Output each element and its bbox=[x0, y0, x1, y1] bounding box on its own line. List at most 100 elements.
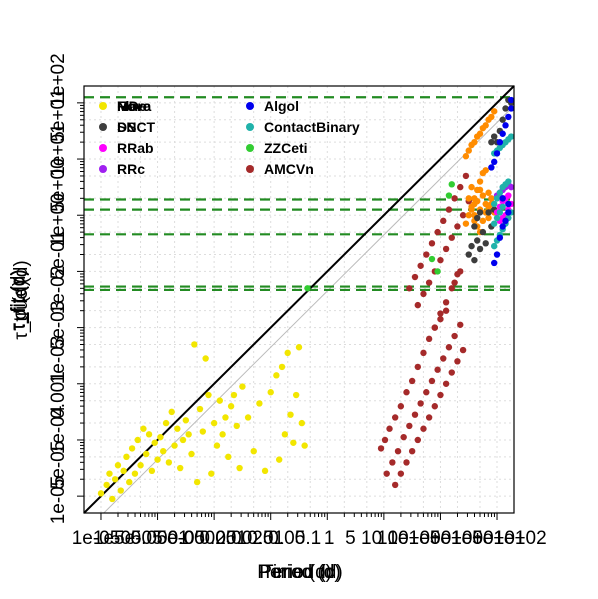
data-point bbox=[434, 268, 441, 275]
data-point bbox=[448, 369, 455, 376]
data-point bbox=[414, 436, 422, 444]
data-point bbox=[431, 324, 438, 331]
data-point bbox=[499, 116, 506, 123]
data-point bbox=[196, 405, 204, 413]
data-point bbox=[479, 217, 487, 225]
x-tick-label: 5e-05 bbox=[114, 528, 163, 549]
data-point bbox=[465, 212, 472, 219]
data-point bbox=[377, 445, 385, 452]
data-point bbox=[131, 470, 139, 477]
data-point bbox=[420, 290, 427, 298]
x-tick-label: 1 bbox=[324, 528, 335, 549]
data-point bbox=[408, 377, 416, 385]
data-point bbox=[434, 366, 441, 373]
data-point bbox=[208, 470, 215, 477]
data-point bbox=[493, 251, 501, 258]
data-point bbox=[507, 183, 515, 191]
legend-label: Flare bbox=[117, 98, 151, 114]
legend-label: ZZCeti bbox=[264, 140, 308, 156]
data-point bbox=[275, 456, 283, 463]
data-point bbox=[457, 268, 464, 275]
data-point bbox=[493, 150, 501, 157]
data-point bbox=[488, 138, 495, 146]
x-tick-label: 1e-05 bbox=[72, 528, 121, 549]
x-tick-label: 0.001 bbox=[199, 528, 247, 549]
data-point bbox=[160, 447, 167, 455]
data-point bbox=[236, 464, 243, 472]
data-point bbox=[465, 251, 472, 258]
data-point bbox=[445, 206, 453, 213]
x-tick-label: 1e+01 bbox=[451, 528, 504, 549]
data-point bbox=[219, 431, 226, 438]
legend-marker bbox=[99, 123, 107, 131]
data-point bbox=[267, 389, 274, 396]
data-point bbox=[459, 346, 467, 354]
data-point bbox=[499, 195, 506, 202]
legend-marker bbox=[246, 144, 254, 152]
legend-marker bbox=[99, 144, 107, 152]
data-point bbox=[411, 273, 419, 281]
data-point bbox=[482, 240, 489, 247]
data-point bbox=[493, 195, 501, 202]
y-tick-label: 5e-05 bbox=[48, 441, 69, 490]
y-tick-label: 1e+02 bbox=[48, 53, 69, 106]
legend-label: RRab bbox=[117, 140, 154, 156]
data-point bbox=[437, 315, 444, 323]
legend-label: MDe bbox=[117, 98, 147, 114]
data-point bbox=[420, 425, 427, 432]
x-tick-label: 5 bbox=[345, 528, 356, 549]
data-point bbox=[281, 431, 289, 438]
data-point bbox=[502, 105, 509, 112]
data-point bbox=[176, 464, 184, 472]
x-axis-ticks: 1e-051e-055e-050.00015e-050.000250.0010.… bbox=[72, 513, 547, 549]
data-point bbox=[482, 122, 489, 129]
data-point bbox=[227, 403, 235, 410]
data-point bbox=[205, 391, 212, 399]
data-point bbox=[174, 425, 181, 432]
x-tick-label: 5e+01 bbox=[472, 528, 525, 549]
data-point bbox=[383, 470, 390, 477]
data-point bbox=[499, 223, 506, 230]
data-point bbox=[428, 240, 436, 247]
data-point bbox=[295, 344, 303, 351]
y-axis-title: σ (d) bbox=[10, 280, 31, 320]
data-point bbox=[505, 178, 512, 185]
data-point bbox=[408, 447, 416, 455]
data-point bbox=[403, 389, 410, 396]
data-point bbox=[278, 363, 286, 371]
y-tick-label: 1e+01 bbox=[48, 123, 69, 176]
data-point bbox=[381, 436, 389, 444]
data-point bbox=[103, 481, 110, 489]
data-point bbox=[154, 456, 161, 463]
data-point bbox=[143, 450, 150, 458]
data-point bbox=[106, 470, 113, 477]
data-point bbox=[468, 206, 475, 213]
data-point bbox=[505, 200, 512, 208]
data-point bbox=[505, 209, 512, 216]
y-axis-title: τ_fit (d) bbox=[9, 269, 30, 330]
data-point bbox=[425, 414, 433, 421]
data-point bbox=[157, 433, 164, 441]
y-tick-label: 5e+01 bbox=[48, 88, 69, 141]
x-tick-label: 0.01 bbox=[247, 528, 284, 549]
data-point bbox=[233, 422, 240, 430]
plot-frame bbox=[83, 85, 515, 514]
y-tick-label: 5e+00 bbox=[48, 158, 69, 211]
data-point bbox=[389, 459, 396, 466]
data-point bbox=[298, 419, 306, 427]
data-point bbox=[434, 228, 441, 236]
data-point bbox=[425, 279, 433, 286]
data-point bbox=[420, 349, 427, 357]
data-point bbox=[391, 414, 399, 421]
data-point bbox=[479, 192, 487, 199]
data-point bbox=[471, 138, 478, 146]
data-point bbox=[134, 436, 141, 444]
x-tick-label: 1e+00 bbox=[387, 528, 440, 549]
data-point bbox=[465, 147, 472, 154]
data-point bbox=[185, 431, 192, 438]
data-point bbox=[140, 425, 147, 432]
x-tick-label: 0.0025 bbox=[215, 528, 273, 549]
data-point bbox=[507, 96, 515, 104]
legend-label: AMCVn bbox=[264, 161, 314, 177]
data-point bbox=[145, 431, 153, 438]
